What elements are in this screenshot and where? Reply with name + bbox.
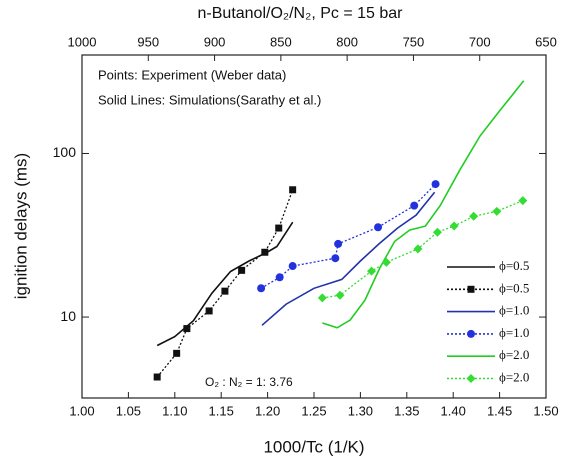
marker xyxy=(335,290,345,300)
series-line xyxy=(156,221,294,347)
series-line xyxy=(322,199,524,299)
x2-tick-label: 950 xyxy=(137,34,159,49)
x-axis-label: 1000/Tc (1/K) xyxy=(263,437,364,456)
annotation: Solid Lines: Simulations(Sarathy et al.) xyxy=(98,92,321,107)
legend-label: ϕ=1.0 xyxy=(499,303,529,318)
x2-tick-label: 850 xyxy=(270,34,292,49)
x2-tick-label: 700 xyxy=(469,34,491,49)
marker xyxy=(261,248,269,256)
y-tick-label: 100 xyxy=(53,144,77,160)
series-line xyxy=(261,191,436,326)
marker xyxy=(467,285,475,293)
x-tick-label: 1.15 xyxy=(209,403,234,418)
marker xyxy=(467,329,475,338)
x2-tick-label: 650 xyxy=(535,34,557,49)
x2-tick-label: 1000 xyxy=(68,34,97,49)
series-line xyxy=(156,189,294,378)
y-tick-label: 10 xyxy=(60,308,76,324)
marker xyxy=(367,266,377,276)
marker xyxy=(334,239,343,248)
marker xyxy=(449,221,459,231)
marker xyxy=(492,206,502,216)
x-tick-label: 1.00 xyxy=(69,403,94,418)
marker xyxy=(257,284,266,293)
marker xyxy=(317,293,327,303)
legend-label: ϕ=2.0 xyxy=(499,347,529,362)
marker xyxy=(238,266,246,274)
marker xyxy=(153,373,161,381)
annotation: Points: Experiment (Weber data) xyxy=(98,67,286,82)
legend-label: ϕ=0.5 xyxy=(499,280,529,295)
marker xyxy=(410,201,419,210)
marker xyxy=(275,273,284,282)
marker xyxy=(288,262,297,271)
marker xyxy=(331,254,340,263)
legend-label: ϕ=2.0 xyxy=(499,369,529,384)
marker xyxy=(183,325,191,333)
x2-tick-label: 750 xyxy=(403,34,425,49)
marker xyxy=(432,227,442,237)
marker xyxy=(205,307,213,315)
marker xyxy=(431,180,440,189)
legend-label: ϕ=1.0 xyxy=(499,325,529,340)
marker xyxy=(221,287,229,295)
marker xyxy=(374,223,383,232)
x2-tick-label: 800 xyxy=(336,34,358,49)
x-tick-label: 1.35 xyxy=(394,403,419,418)
marker xyxy=(275,224,283,232)
x-tick-label: 1.10 xyxy=(162,403,187,418)
x-tick-label: 1.50 xyxy=(533,403,558,418)
annotation: O₂ : N₂ = 1: 3.76 xyxy=(205,375,293,389)
x-tick-label: 1.45 xyxy=(487,403,512,418)
x-tick-label: 1.30 xyxy=(348,403,373,418)
series-line xyxy=(322,80,525,329)
marker xyxy=(381,257,391,267)
marker xyxy=(466,374,476,383)
marker xyxy=(289,186,297,194)
x-tick-label: 1.05 xyxy=(116,403,141,418)
marker xyxy=(173,349,181,357)
marker xyxy=(413,244,423,254)
marker xyxy=(518,196,528,206)
legend-label: ϕ=0.5 xyxy=(499,258,529,273)
x-tick-label: 1.20 xyxy=(255,403,280,418)
x2-tick-label: 900 xyxy=(204,34,226,49)
x-tick-label: 1.40 xyxy=(441,403,466,418)
y-axis-label: ignition delays (ms) xyxy=(11,153,30,299)
chart-title: n-Butanol/O₂/N₂, Pc = 15 bar xyxy=(198,5,404,22)
x-tick-label: 1.25 xyxy=(301,403,326,418)
marker xyxy=(469,211,479,221)
